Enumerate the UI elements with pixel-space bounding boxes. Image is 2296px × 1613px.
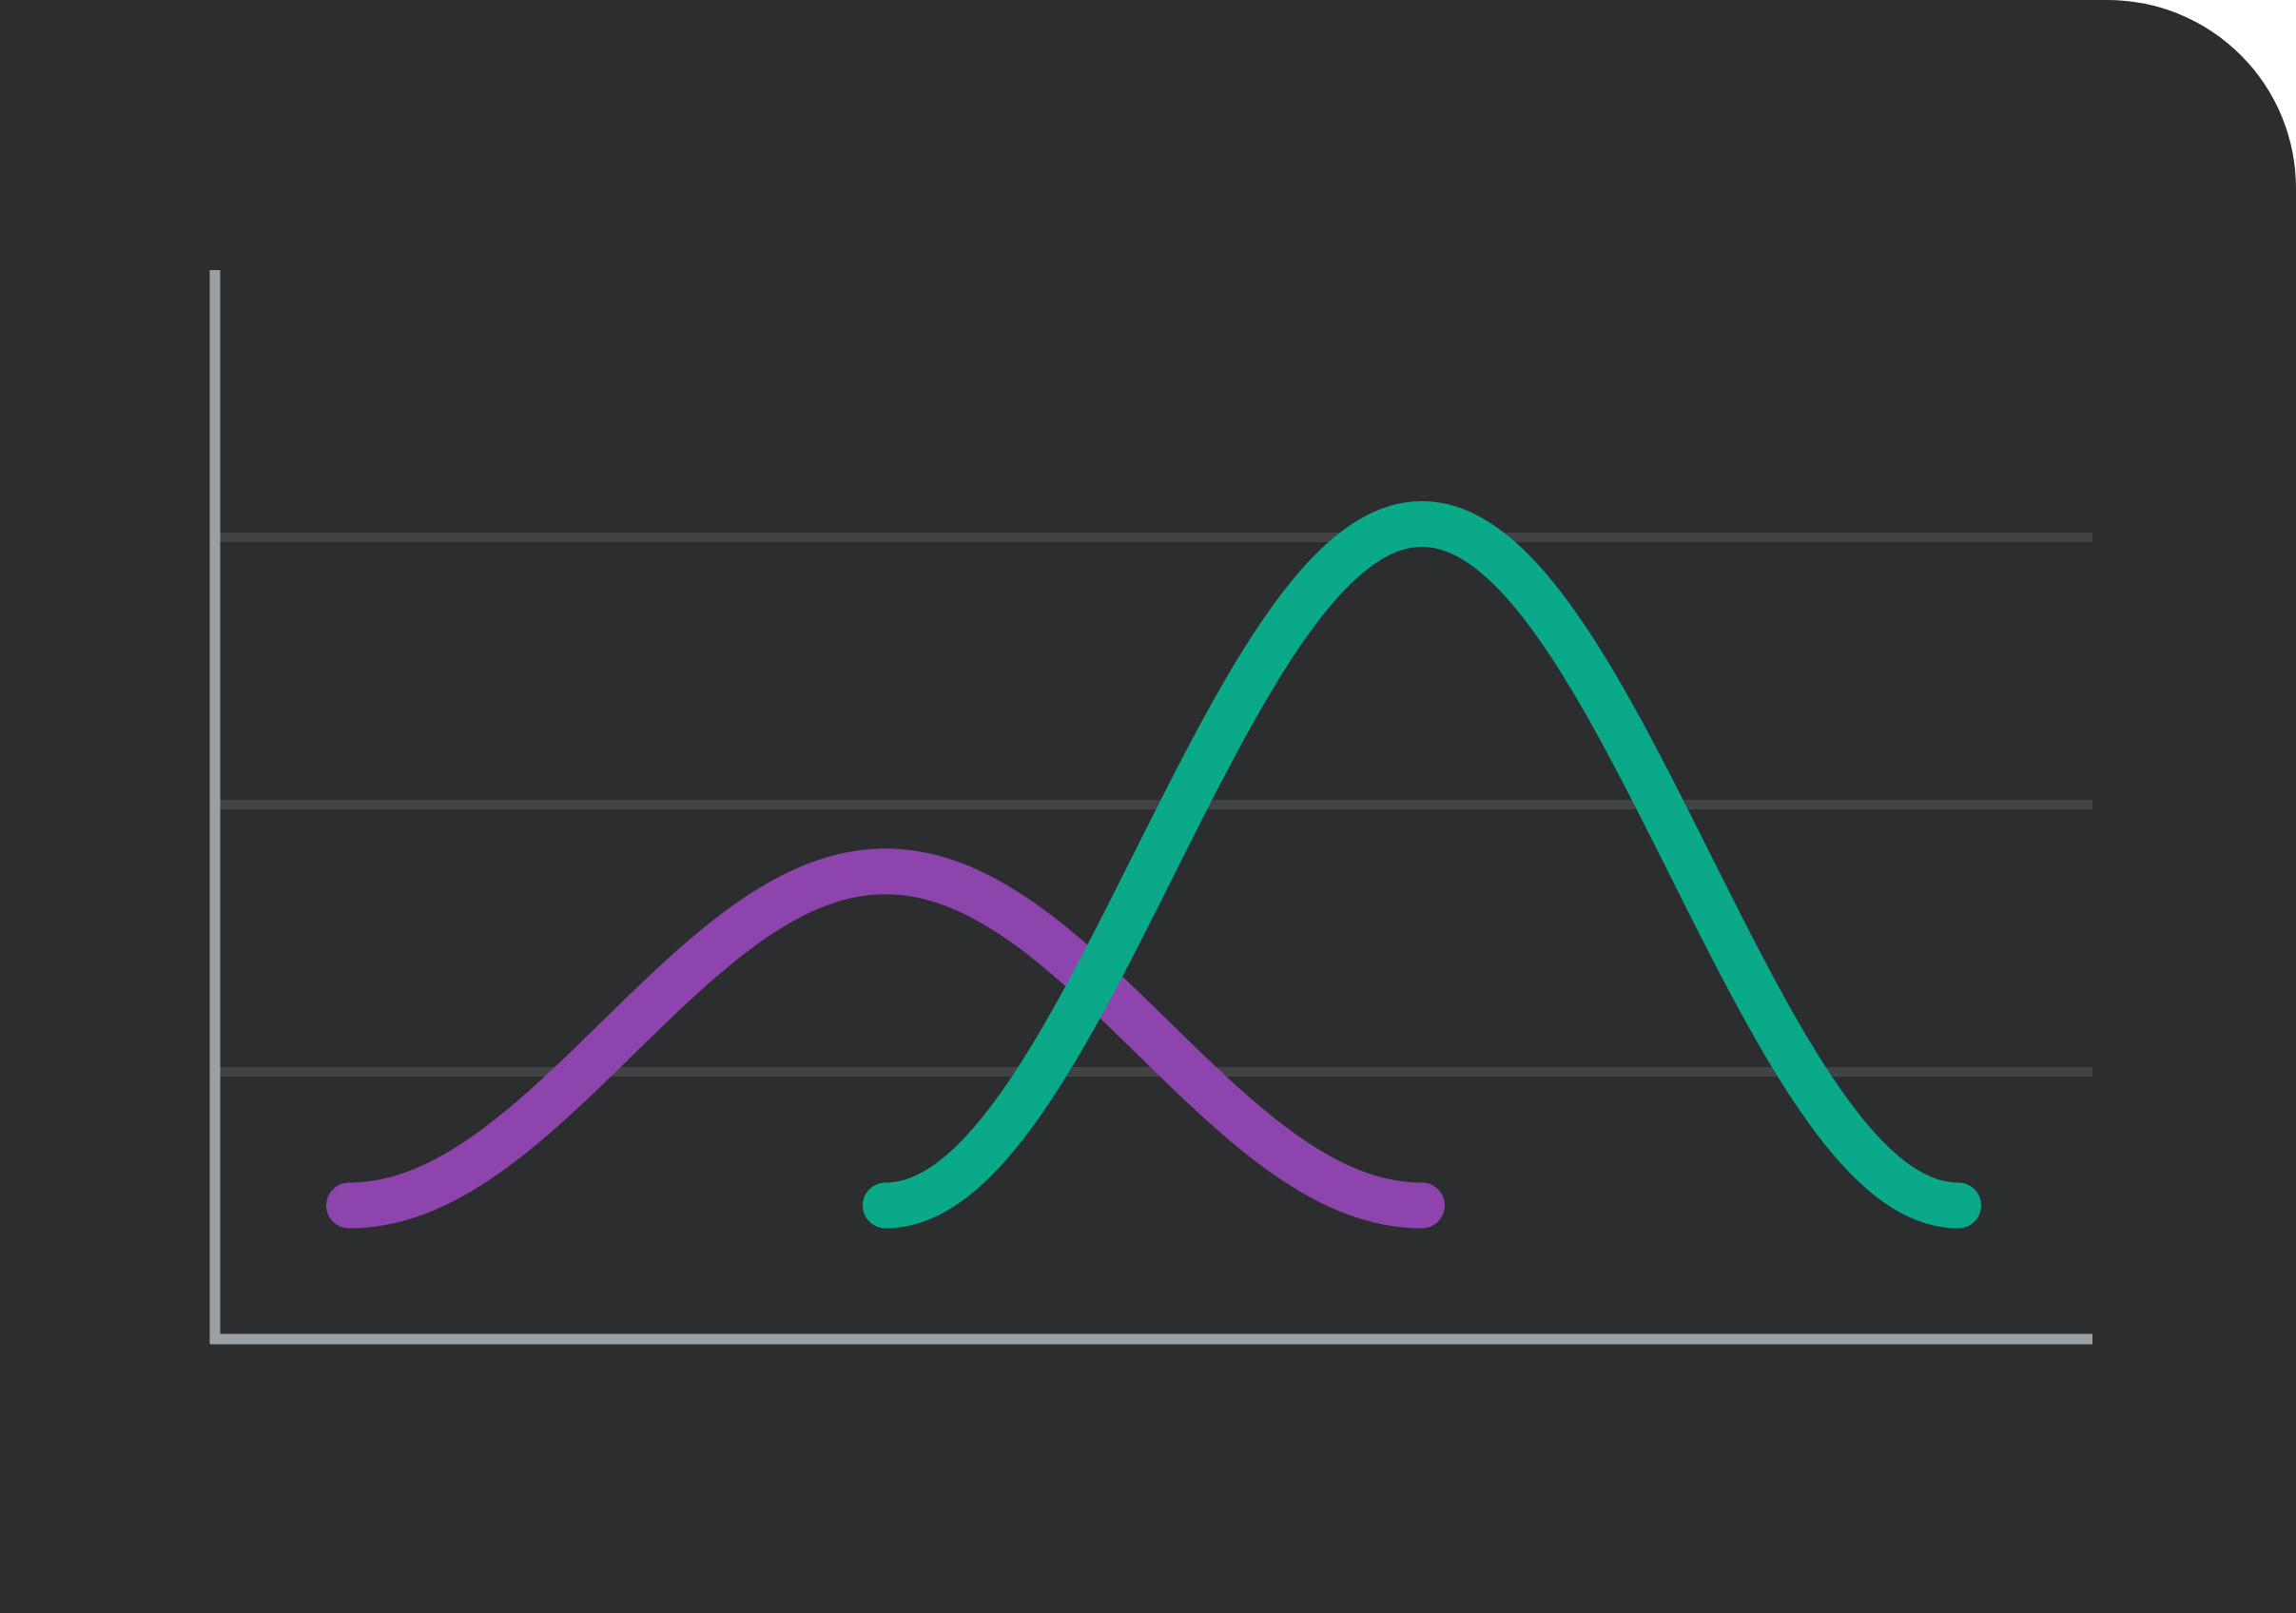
series-line-2 [863,500,1981,1229]
series [326,500,1981,1229]
axes [209,270,2092,1345]
series-line-1 [326,848,1445,1229]
grid-lines [219,533,2092,1077]
